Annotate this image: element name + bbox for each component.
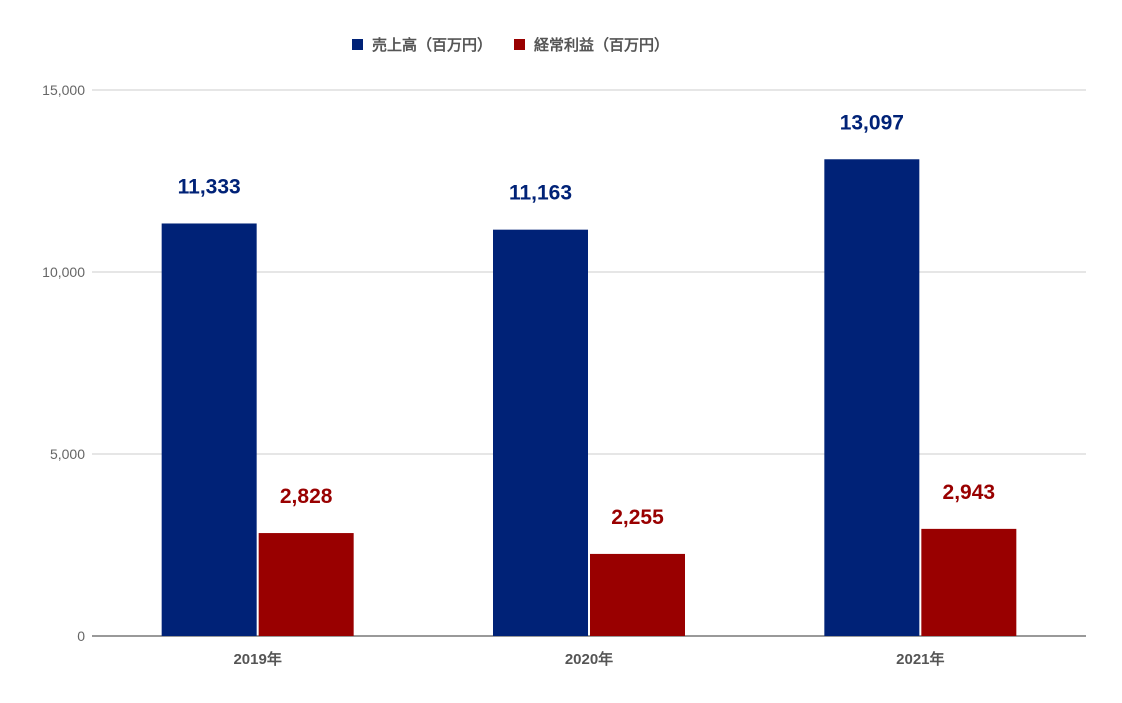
x-axis-categories: 2019年 2020年 2021年	[233, 650, 944, 668]
data-labels: 11,333 2,828 11,163 2,255 13,097 2,943	[178, 111, 995, 529]
bar-2-2021年	[921, 528, 1017, 636]
data-label: 2,828	[280, 485, 333, 508]
legend-swatch-2	[514, 39, 525, 50]
y-tick-label: 10,000	[42, 264, 85, 280]
bar-2-2019年	[258, 533, 354, 636]
data-label: 2,255	[611, 506, 664, 529]
bar-2-2020年	[590, 553, 685, 636]
y-tick-label: 5,000	[50, 446, 85, 462]
bar-1-2020年	[493, 229, 588, 636]
y-tick-label: 0	[77, 628, 85, 644]
data-label: 11,333	[178, 175, 241, 198]
bars	[161, 159, 1017, 636]
x-category-label: 2021年	[896, 650, 944, 668]
data-label: 13,097	[840, 111, 904, 134]
bar-1-2021年	[824, 159, 920, 636]
legend-label-1: 売上高（百万円）	[372, 36, 492, 54]
x-category-label: 2019年	[233, 650, 281, 668]
bar-1-2019年	[161, 223, 257, 636]
x-category-label: 2020年	[565, 650, 613, 668]
y-axis-ticks: 0 5,000 10,000 15,000	[42, 82, 85, 644]
data-label: 11,163	[509, 182, 572, 205]
legend: 売上高（百万円） 経常利益（百万円）	[352, 36, 669, 54]
y-tick-label: 15,000	[42, 82, 85, 98]
data-label: 2,943	[943, 481, 996, 504]
legend-swatch-1	[352, 39, 363, 50]
gridlines	[92, 89, 1086, 637]
legend-label-2: 経常利益（百万円）	[534, 36, 669, 54]
